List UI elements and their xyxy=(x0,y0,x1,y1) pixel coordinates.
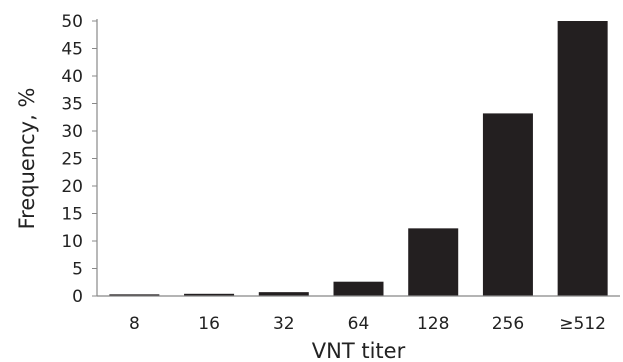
bar-256 xyxy=(482,113,533,297)
x-tick-label: 32 xyxy=(273,314,295,334)
y-axis-title: Frequency, % xyxy=(15,88,39,230)
x-tick-label: 256 xyxy=(492,314,524,334)
y-tick-label: 35 xyxy=(61,95,83,115)
bar-32 xyxy=(258,292,309,296)
x-tick-label: 128 xyxy=(417,314,449,334)
y-tick-label: 25 xyxy=(61,150,83,170)
bar-8 xyxy=(109,294,160,296)
y-tick-label: 15 xyxy=(61,205,83,225)
x-tick-label: 8 xyxy=(129,314,140,334)
bars xyxy=(109,21,608,297)
y-tick-label: 50 xyxy=(61,12,83,32)
bar-ge512 xyxy=(557,21,608,296)
bar-16 xyxy=(184,293,235,296)
x-tick-label: ≥512 xyxy=(559,314,606,334)
x-axis-labels: 8 16 32 64 128 256 ≥512 xyxy=(129,314,606,334)
bar-64 xyxy=(333,281,384,296)
y-tick-label: 5 xyxy=(72,260,83,280)
y-tick-label: 40 xyxy=(61,67,83,87)
x-tick-label: 16 xyxy=(198,314,220,334)
y-tick-label: 0 xyxy=(72,287,83,307)
y-tick-label: 10 xyxy=(61,232,83,252)
x-tick-label: 64 xyxy=(348,314,370,334)
bar-128 xyxy=(408,228,459,296)
y-tick-label: 20 xyxy=(61,177,83,197)
y-tick-label: 45 xyxy=(61,40,83,60)
y-tick-label: 30 xyxy=(61,122,83,142)
x-axis-title: VNT titer xyxy=(312,339,406,362)
y-axis-ticks: 0 5 10 15 20 25 30 35 40 45 50 xyxy=(61,12,97,307)
